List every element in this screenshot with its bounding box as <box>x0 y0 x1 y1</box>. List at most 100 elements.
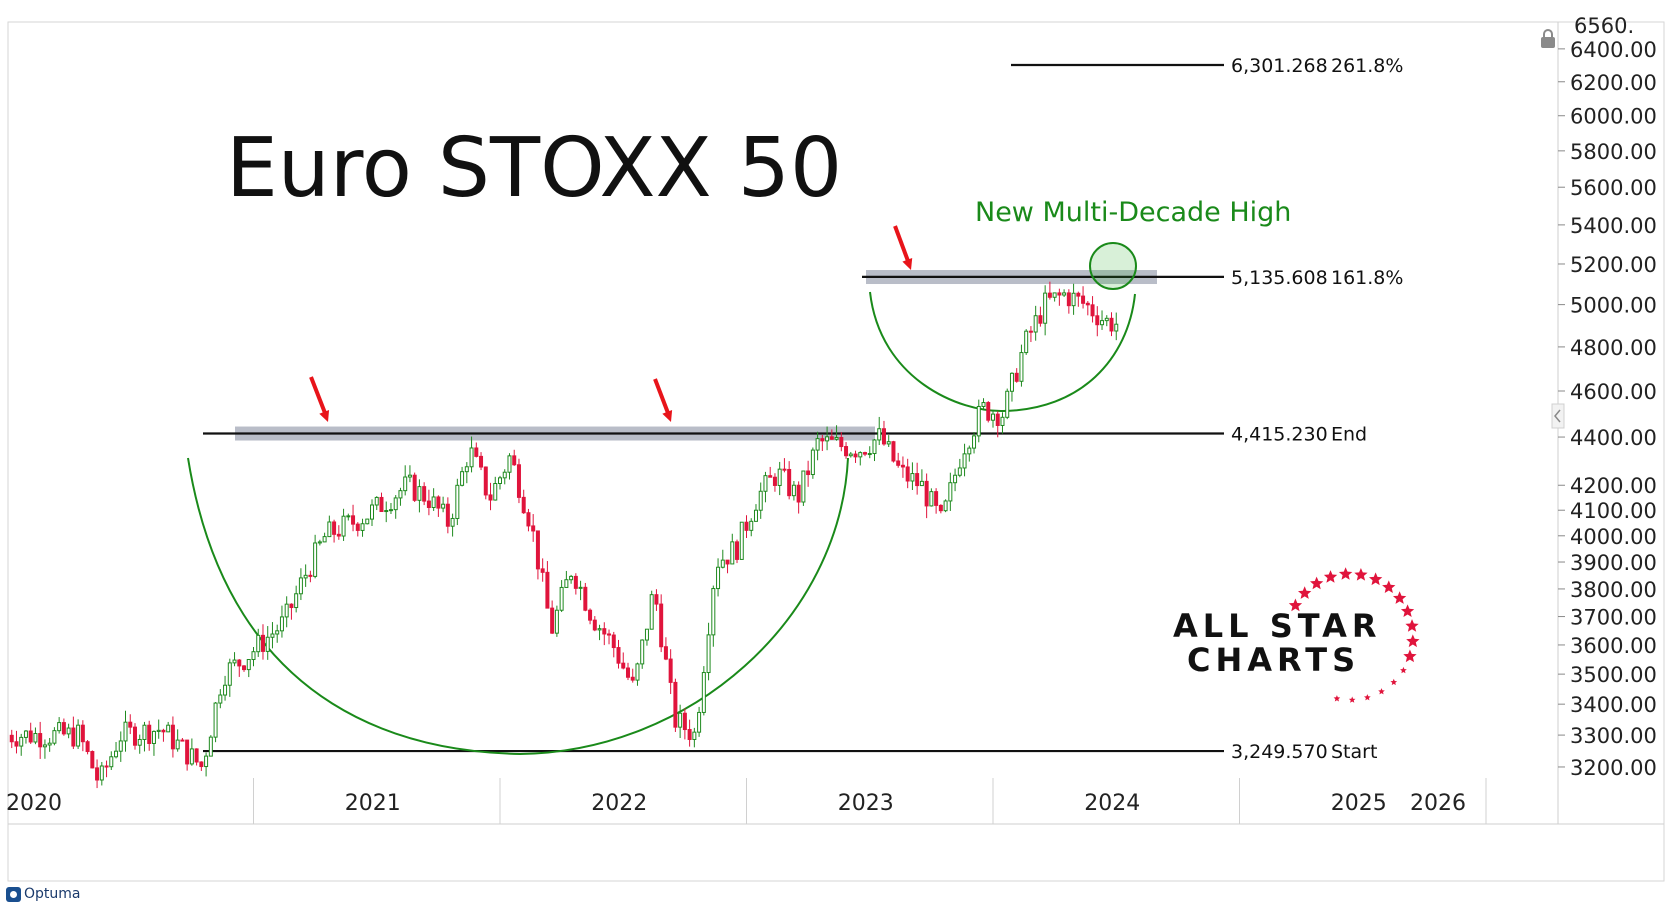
x-tick-label: 2021 <box>345 791 401 816</box>
y-tick-label: 6400.00 <box>1570 38 1657 62</box>
candle-body <box>493 483 498 501</box>
candle-body <box>516 464 521 498</box>
lock-icon[interactable] <box>1541 29 1555 48</box>
candle-body <box>1085 302 1090 306</box>
watermark-stars <box>1288 567 1420 703</box>
new-high-circle <box>1089 242 1137 290</box>
candle-body <box>735 541 740 560</box>
candle-body <box>839 437 844 448</box>
candle-body <box>52 730 57 744</box>
candle-body <box>744 521 749 531</box>
candle-body <box>564 579 569 588</box>
candle-body <box>867 453 872 456</box>
candle-body <box>85 741 90 753</box>
candle-body <box>991 413 995 421</box>
candle-body <box>185 739 190 765</box>
candle-body <box>502 471 507 479</box>
candle-body <box>104 765 109 768</box>
candle-body <box>569 575 574 581</box>
candle-body <box>1062 292 1067 296</box>
candle-body <box>886 441 891 445</box>
candle-body <box>417 486 422 501</box>
candle-body <box>47 742 52 746</box>
candle-body <box>455 484 460 519</box>
candle-body <box>242 665 247 671</box>
candle-body <box>412 474 417 501</box>
x-tick-label: 2023 <box>838 791 894 816</box>
candle-body <box>611 634 616 649</box>
y-tick-label: 3400.00 <box>1570 693 1657 717</box>
candle-body <box>80 724 85 743</box>
candle-body <box>621 662 626 669</box>
candle-body <box>118 740 123 752</box>
candle-body <box>815 438 820 451</box>
candle-body <box>189 748 194 765</box>
candle-body <box>76 724 81 747</box>
candle-body <box>981 402 986 407</box>
chart-title: Euro STOXX 50 <box>226 121 842 216</box>
candle-body <box>924 480 929 507</box>
red-arrow-head <box>662 410 673 422</box>
candle-body <box>919 480 924 487</box>
candle-body <box>180 739 185 742</box>
x-tick-label: 2020 <box>6 791 62 816</box>
level-tag: 261.8% <box>1331 55 1403 77</box>
candle-body <box>749 520 754 531</box>
candle-body <box>844 446 849 457</box>
candle-body <box>507 455 512 473</box>
candle-body <box>298 577 303 595</box>
candle-body <box>289 603 294 609</box>
y-tick-label: 5400.00 <box>1570 214 1657 238</box>
watermark-star <box>1393 591 1407 604</box>
candle-body <box>370 504 375 520</box>
candle-body <box>422 486 427 502</box>
axis-scroll-handle[interactable] <box>1551 403 1565 429</box>
candle-body <box>284 603 289 618</box>
candle-body <box>450 517 455 527</box>
candle-body <box>1095 315 1100 326</box>
candle-body <box>877 428 882 441</box>
red-arrow <box>653 378 670 414</box>
candle-body <box>1100 320 1105 326</box>
candle-body <box>602 628 607 635</box>
y-tick-label: 4200.00 <box>1570 474 1657 498</box>
candle-body <box>758 490 763 511</box>
candle-body <box>332 521 337 535</box>
candle-body <box>891 441 896 462</box>
candle-body <box>398 490 403 499</box>
candle-body <box>279 616 284 632</box>
candle-body <box>716 566 721 590</box>
candle-body <box>464 466 469 473</box>
candle-body <box>521 496 526 514</box>
red-arrow-head <box>902 258 913 270</box>
x-axis-dividers <box>253 778 1487 824</box>
candle-body <box>725 559 730 565</box>
candle-body <box>147 724 152 744</box>
candle-body <box>1033 315 1038 333</box>
y-tick-label: 6200.00 <box>1570 71 1657 95</box>
candle-body <box>1090 304 1095 317</box>
watermark-star <box>1348 696 1356 703</box>
candle-body <box>161 729 166 733</box>
level-tag: Start <box>1331 741 1377 763</box>
candle-body <box>787 468 792 497</box>
candle-body <box>768 475 773 478</box>
candle-body <box>526 512 531 527</box>
optuma-icon <box>6 886 21 902</box>
candle-body <box>739 521 744 560</box>
watermark-star <box>1400 604 1415 617</box>
y-tick-label: 3200.00 <box>1570 756 1657 780</box>
candle-body <box>33 733 38 743</box>
y-tick-label: 3800.00 <box>1570 578 1657 602</box>
watermark-star <box>1288 598 1303 612</box>
candle-body <box>474 447 479 457</box>
watermark-star <box>1310 576 1324 590</box>
candle-body <box>123 721 128 742</box>
candle-body <box>483 466 488 496</box>
watermark-star <box>1382 580 1396 593</box>
y-tick-label: 5800.00 <box>1570 140 1657 164</box>
candle-body <box>403 476 408 492</box>
y-tick-label: 4000.00 <box>1570 525 1657 549</box>
candle-body <box>142 724 147 740</box>
candle-body <box>1019 352 1024 382</box>
